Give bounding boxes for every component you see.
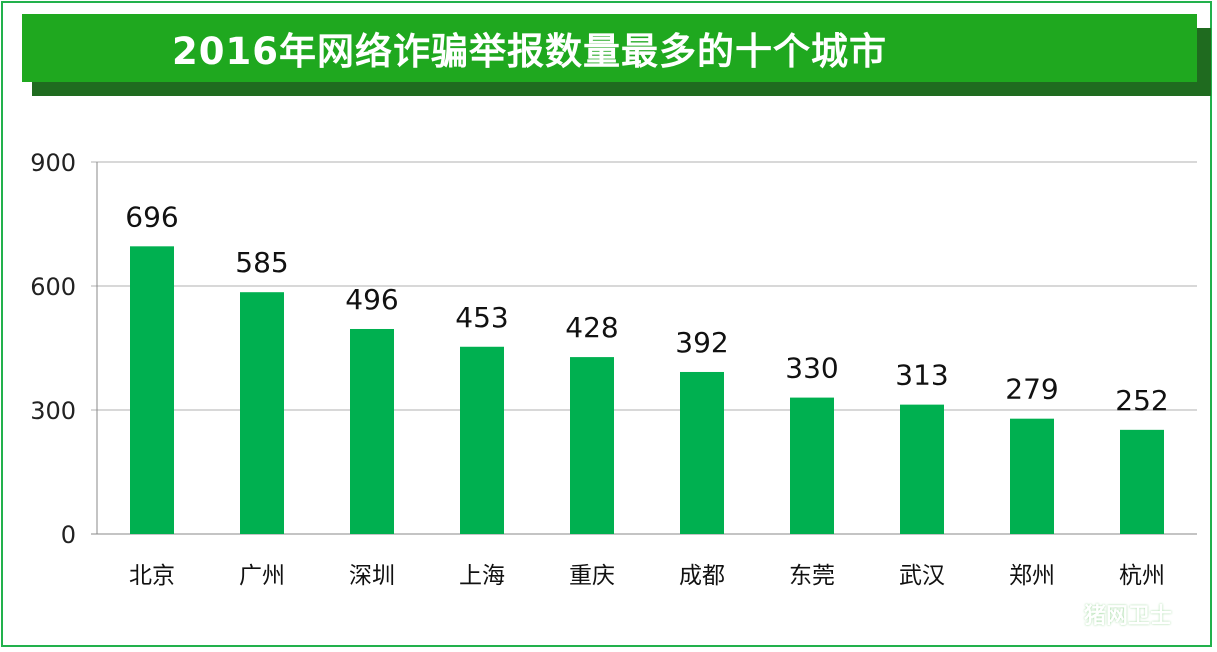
bar [900, 404, 944, 534]
x-tick-label: 武汉 [899, 563, 945, 589]
bar [350, 328, 394, 534]
data-label: 252 [1115, 384, 1168, 417]
x-tick-label: 广州 [239, 563, 285, 589]
x-tick-label: 上海 [459, 563, 505, 589]
x-tick-label: 东莞 [789, 563, 835, 589]
x-tick-label: 重庆 [569, 563, 615, 589]
bar [1120, 429, 1164, 534]
y-tick-label: 0 [61, 521, 76, 549]
shield-logo-icon [1050, 600, 1080, 630]
data-label: 279 [1005, 373, 1058, 406]
data-label: 313 [895, 359, 948, 392]
y-tick-label: 900 [30, 149, 76, 177]
data-label: 428 [565, 311, 618, 344]
data-label: 330 [785, 352, 838, 385]
data-label: 453 [455, 301, 508, 334]
bar [790, 397, 834, 534]
data-label: 496 [345, 283, 398, 316]
bar [130, 246, 174, 534]
bar [570, 357, 614, 534]
title-banner: 2016年网络诈骗举报数量最多的十个城市 [22, 14, 1197, 82]
watermark: 猪网卫士 [1048, 598, 1172, 630]
bar [680, 371, 724, 534]
data-label: 392 [675, 326, 728, 359]
bar [240, 292, 284, 534]
bar [1010, 418, 1054, 534]
chart-title: 2016年网络诈骗举报数量最多的十个城市 [172, 30, 887, 73]
x-tick-label: 杭州 [1119, 563, 1165, 589]
bar [460, 346, 504, 534]
x-tick-label: 北京 [129, 563, 175, 589]
data-label: 585 [235, 246, 288, 279]
x-tick-label: 成都 [679, 563, 725, 589]
x-tick-label: 郑州 [1009, 563, 1055, 589]
watermark-text: 猪网卫士 [1084, 604, 1173, 629]
x-tick-label: 深圳 [349, 563, 395, 589]
data-label: 696 [125, 200, 178, 233]
y-tick-label: 300 [30, 397, 76, 425]
y-tick-label: 600 [30, 273, 76, 301]
